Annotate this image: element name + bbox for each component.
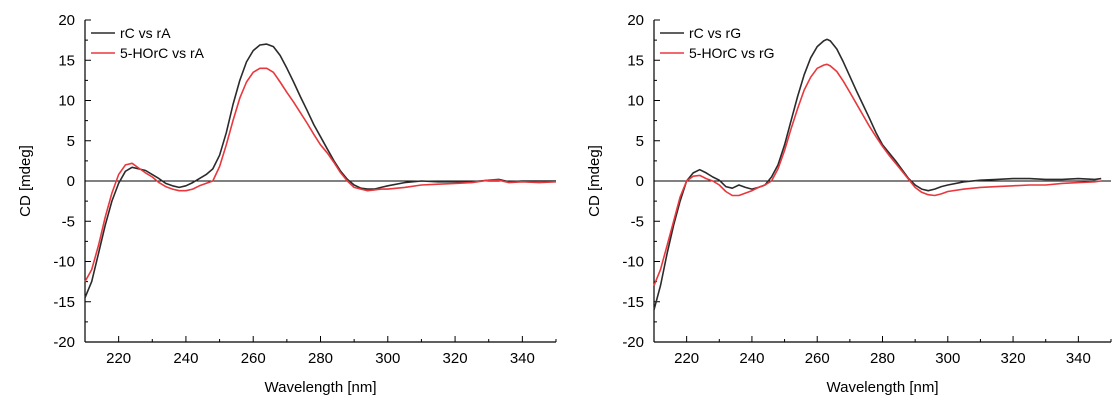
y-tick-label: -20 [622,334,644,351]
chart-panel-2: -20 -15 -10 -5 0 5 10 15 20 220 240 260 280 300 320 340… [586,12,1112,396]
y-tick-label: 15 [627,52,644,69]
y-tick-label: -15 [622,294,644,311]
chart-panel-1: -20 -15 -10 -5 0 5 10 15 20 220 240 260 280 300 320 340… [17,12,557,396]
y-tick-label: -10 [622,254,644,271]
y-tick-label: 5 [67,133,75,150]
y-tick-label: -15 [53,294,75,311]
x-tick-label: 340 [1066,350,1091,367]
x-tick-label: 220 [106,350,131,367]
y-tick-label: 15 [58,52,75,69]
y-tick-label: 0 [636,173,644,190]
y-tick-label: 20 [627,12,644,29]
x-tick-label: 300 [935,350,960,367]
legend-label-1: rC vs rA [120,25,171,41]
legend-label-1: rC vs rG [689,25,741,41]
x-tick-label: 260 [805,350,830,367]
x-axis-title: Wavelength [nm] [265,379,377,396]
x-axis-title: Wavelength [nm] [827,379,939,396]
y-axis-title: CD [mdeg] [17,145,34,217]
series-line-1 [84,43,556,299]
x-tick-label: 240 [739,350,764,367]
y-tick-label: 10 [627,93,644,110]
y-tick-label: 10 [58,93,75,110]
x-tick-label: 260 [241,350,266,367]
legend-label-2: 5-HOrC vs rA [120,45,205,61]
x-tick-label: 320 [443,350,468,367]
series-line-2 [653,63,1102,286]
y-tick-label: -5 [62,213,75,230]
x-tick-label: 320 [1001,350,1026,367]
y-tick-label: -20 [53,334,75,351]
x-tick-label: 280 [870,350,895,367]
y-tick-label: -5 [631,213,644,230]
series-line-2 [84,67,557,282]
x-tick-label: 240 [173,350,198,367]
x-tick-label: 220 [674,350,699,367]
y-tick-label: 5 [636,133,644,150]
legend-label-2: 5-HOrC vs rG [689,45,775,61]
y-axis-title: CD [mdeg] [586,145,603,217]
x-tick-label: 280 [308,350,333,367]
y-tick-label: 0 [67,173,75,190]
y-tick-label: -10 [53,254,75,271]
x-tick-label: 340 [510,350,535,367]
series-line-1 [653,38,1102,311]
y-tick-label: 20 [58,12,75,29]
x-tick-label: 300 [375,350,400,367]
